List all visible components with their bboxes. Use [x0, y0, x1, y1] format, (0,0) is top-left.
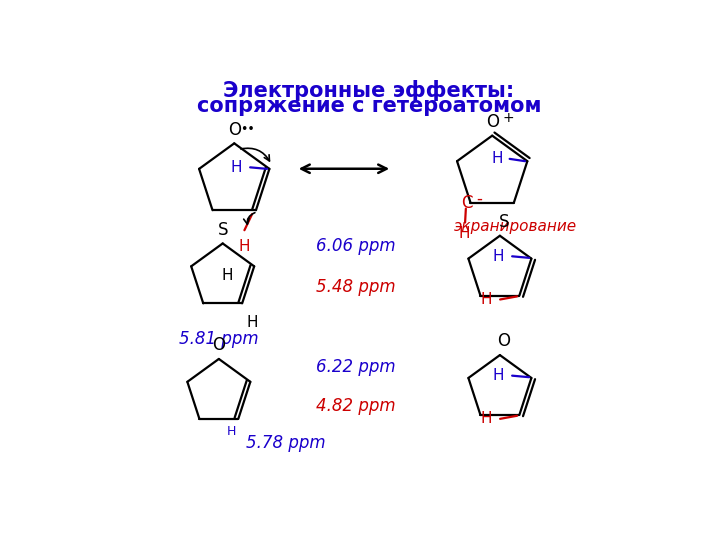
Text: C: C — [461, 193, 472, 212]
Text: экранирование: экранирование — [454, 219, 577, 234]
Text: O: O — [212, 336, 225, 354]
Text: 5.48 ppm: 5.48 ppm — [316, 278, 396, 295]
Text: H: H — [481, 411, 492, 427]
Text: H: H — [491, 151, 503, 166]
Text: O: O — [228, 121, 240, 139]
Text: O: O — [486, 113, 499, 131]
Text: Электронные эффекты:: Электронные эффекты: — [223, 80, 515, 101]
Text: H: H — [227, 425, 236, 438]
Text: H: H — [459, 226, 470, 241]
Text: 6.22 ppm: 6.22 ppm — [316, 357, 396, 376]
Text: -: - — [476, 190, 482, 208]
Text: сопряжение с гетероатомом: сопряжение с гетероатомом — [197, 96, 541, 116]
Text: +: + — [503, 111, 515, 125]
Text: S: S — [498, 213, 509, 231]
Text: H: H — [246, 315, 258, 330]
Text: O: O — [498, 333, 510, 350]
Text: ••: •• — [240, 123, 255, 136]
Text: 5.81 ppm: 5.81 ppm — [179, 330, 258, 348]
Text: 6.06 ppm: 6.06 ppm — [316, 237, 396, 255]
Text: H: H — [481, 292, 492, 307]
Text: H: H — [221, 268, 233, 283]
Text: H: H — [231, 160, 243, 175]
Text: 4.82 ppm: 4.82 ppm — [316, 397, 396, 415]
Text: H: H — [493, 368, 505, 383]
Text: 5.78 ppm: 5.78 ppm — [246, 434, 325, 452]
Text: H: H — [238, 239, 250, 254]
Text: S: S — [217, 221, 228, 239]
Text: H: H — [493, 249, 505, 264]
